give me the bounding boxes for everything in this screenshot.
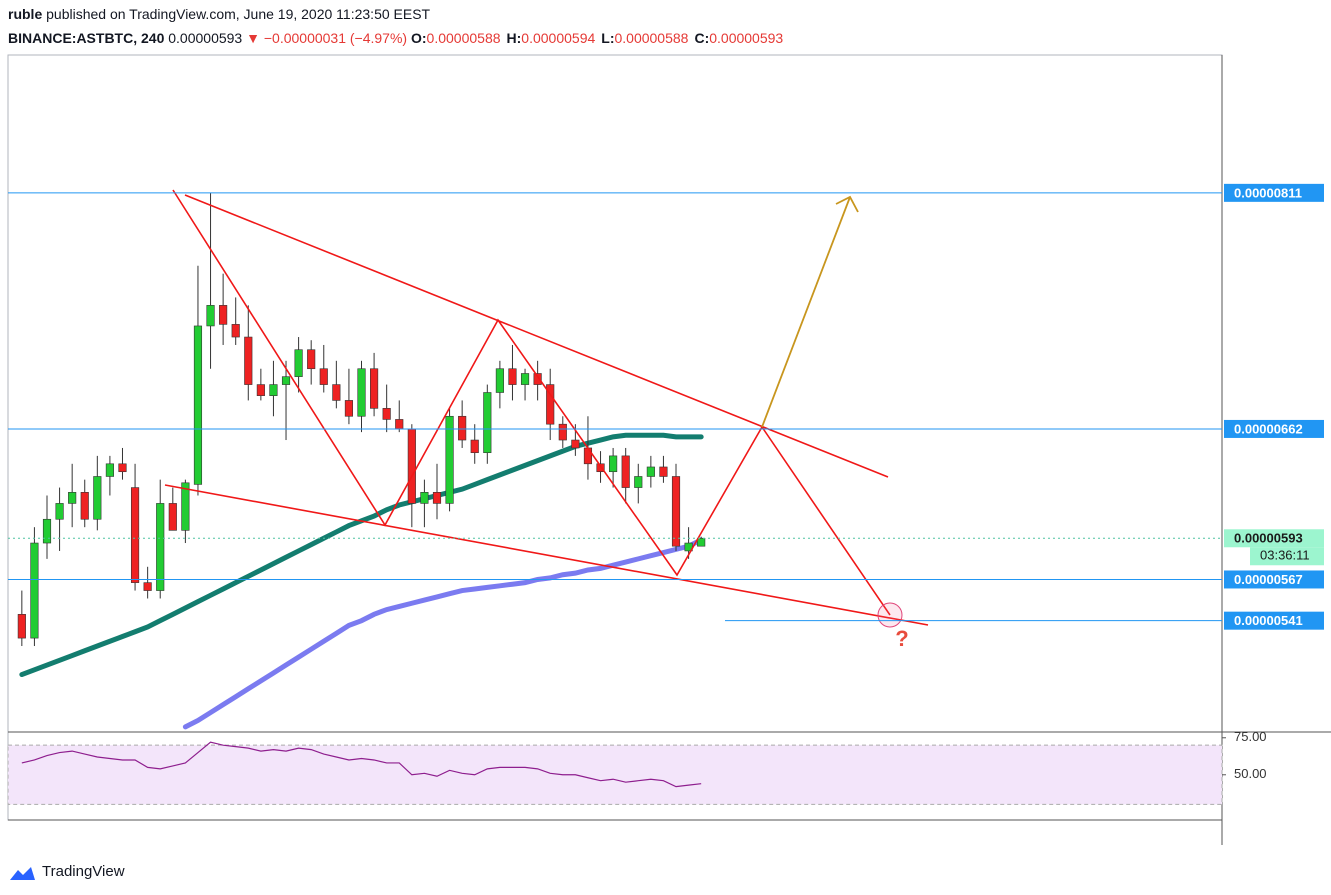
candle-body [68,492,77,504]
ohlc: O:0.00000588 H:0.00000594 L:0.00000588 C:0.… [411,30,789,46]
candle-body [219,305,228,325]
candle-body [105,463,114,477]
candle-body [319,368,328,385]
price-label: 0.00000811 [1234,185,1302,200]
target-circle [877,602,903,628]
symbol: BINANCE:ASTBTC, 240 [8,30,165,46]
countdown: 03:36:11 [1260,548,1310,563]
candle-body [269,384,278,396]
candle-body [357,368,366,417]
rsi-tick-label: 50.00 [1234,766,1267,781]
price-label: 0.00000662 [1234,421,1303,436]
candle-body [533,373,542,385]
price: 0.00000593 [168,30,243,46]
price-label-box [1224,611,1324,630]
change: ▼ −0.00000031 (−4.97%) [246,30,408,46]
candle-body [294,349,303,377]
candle-body [407,428,416,504]
candle-body [281,376,291,385]
price-label: 0.00000567 [1234,572,1303,587]
candle-body [571,439,580,449]
candle-body [118,463,127,473]
ohlc-value: 0.00000594 [521,30,596,46]
candle-body [181,482,190,531]
candle-body [30,542,39,639]
author: ruble [8,6,43,22]
header-line-2: BINANCE:ASTBTC, 240 0.00000593 ▼ −0.0000… [8,30,789,46]
trend-line-lower [164,484,929,626]
ohlc-key: L: [601,30,615,46]
ohlc-value: 0.00000593 [709,30,784,46]
published: published on TradingView.com, June 19, 2… [42,6,431,22]
candle-body [80,492,89,520]
candle-body [659,466,668,477]
logo: TradingView [10,863,125,880]
candle-body [697,537,706,547]
candle-body [231,324,240,338]
ohlc-key: O: [410,30,427,46]
candle-body [168,503,177,531]
candle-body [520,373,530,385]
candle-body [583,447,593,465]
rsi-band [7,744,1223,805]
arrow-head [835,195,859,213]
candle-body [332,384,341,401]
candle-body [395,419,404,430]
candle-body [307,349,316,370]
candle-body [143,582,152,591]
pattern-lines [172,189,891,616]
candle-body [508,368,517,385]
ohlc-value: 0.00000588 [614,30,689,46]
price-label: 0.00000541 [1234,613,1303,628]
candle-body [256,384,265,396]
candle-body [596,463,605,473]
price-label-box [1224,570,1324,589]
candle-body [546,384,555,425]
ohlc-key: C: [694,30,710,46]
price-label: 0.00000593 [1234,531,1303,546]
candle-body [370,368,379,409]
candle-body [156,503,165,591]
candle-body [634,476,643,488]
ohlc-key: H: [506,30,522,46]
candle-body [470,439,479,454]
candle-body [609,455,618,473]
rsi-tick-label: 75.00 [1234,729,1267,744]
ohlc-value: 0.00000588 [426,30,501,46]
candle-body [420,492,429,504]
candle-body [17,614,26,639]
candle-body [130,487,140,583]
price-label-box [1224,183,1324,202]
candle-body [671,476,681,547]
candle-body [432,492,442,504]
candle-body [382,408,391,420]
candle-body [483,392,492,454]
brand: TradingView [42,863,125,880]
candle-body [344,400,354,417]
candle-body [558,423,567,441]
candle-body [495,368,504,393]
header-line-1: ruble published on TradingView.com, June… [8,6,430,22]
countdown-box [1250,547,1324,566]
target-arrow [761,196,851,428]
price-label-box [1224,419,1324,438]
rsi-line [21,741,702,788]
logo-icon [10,867,35,880]
candle-body [244,336,253,385]
candle-body [42,518,52,544]
trend-line-upper [184,194,889,478]
candle-body [458,415,467,441]
annotation: ? [895,626,908,651]
candle-body [93,476,102,520]
candle-body [621,455,630,488]
candle-body [193,325,203,485]
price-label-box [1224,529,1324,548]
indicator-line [182,537,704,730]
candle-body [55,503,64,520]
candle-body [646,466,655,477]
candle-body [206,305,215,327]
candle-body [445,415,454,504]
